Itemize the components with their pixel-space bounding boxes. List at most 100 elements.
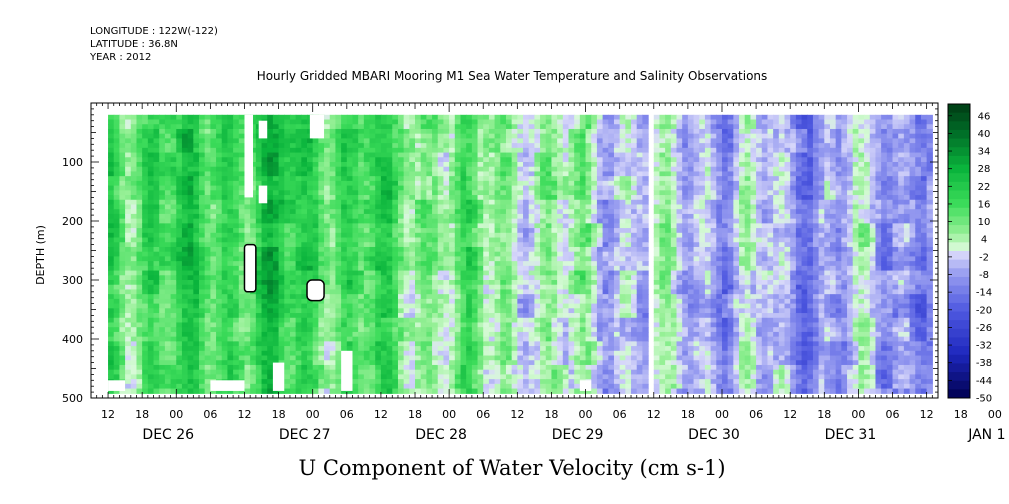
heatmap-cell [318,327,325,333]
heatmap-cell [574,128,581,135]
heatmap-cell [505,232,513,239]
heatmap-cell [329,355,337,361]
heatmap-cell [176,152,183,158]
heatmap-cell [136,232,143,239]
heatmap-cell [255,237,263,243]
heatmap-cell [136,209,143,215]
heatmap-cell [562,176,570,182]
heatmap-cell [505,294,513,300]
heatmap-cell [568,379,575,385]
heatmap-cell [352,364,359,371]
heatmap-cell [443,218,450,224]
heatmap-cell [238,331,246,338]
heatmap-cell [511,275,518,281]
heatmap-cell [221,388,229,394]
heatmap-cell [284,383,291,390]
heatmap-cell [170,152,177,158]
heatmap-cell [551,350,558,357]
heatmap-cell [216,124,223,130]
heatmap-cell [363,294,371,300]
heatmap-cell [443,364,450,371]
heatmap-cell [500,360,507,366]
heatmap-cell [460,162,467,168]
heatmap-cell [261,360,268,366]
heatmap-cell [358,171,365,177]
heatmap-cell [255,331,263,338]
heatmap-cell [284,355,291,361]
heatmap-cell [210,261,217,267]
heatmap-cell [170,124,177,130]
heatmap-cell [449,364,456,371]
heatmap-cell [346,209,354,215]
heatmap-cell [329,133,337,139]
heatmap-cell [523,152,530,158]
heatmap-cell [329,289,337,295]
heatmap-cell [335,303,342,309]
heatmap-cell [307,143,314,149]
heatmap-cell [113,114,121,121]
heatmap-cell [380,327,388,333]
heatmap-cell [528,171,535,177]
heatmap-cell [119,331,126,338]
heatmap-cell [199,317,206,324]
heatmap-cell [585,284,592,291]
heatmap-cell [346,114,354,121]
heatmap-cell [540,119,547,125]
heatmap-cell [142,341,149,347]
heatmap-cell [403,379,410,385]
heatmap-cell [238,176,246,182]
heatmap-cell [301,270,308,276]
heatmap-cell [511,327,518,333]
heatmap-cell [153,313,160,319]
heatmap-cell [324,364,331,371]
heatmap-cell [568,284,575,291]
heatmap-cell [432,147,439,154]
heatmap-cell [216,223,223,229]
heatmap-cell [477,265,484,272]
heatmap-cell [233,298,240,305]
heatmap-cell [363,313,371,319]
heatmap-cell [420,360,427,366]
heatmap-cell [227,270,234,276]
heatmap-cell [380,280,388,286]
heatmap-cell [380,185,388,191]
heatmap-cell [443,190,450,196]
heatmap-cell [415,232,422,239]
heatmap-cell [477,322,484,328]
heatmap-cell [397,138,405,144]
heatmap-cell [403,374,410,380]
heatmap-cell [415,341,422,347]
heatmap-cell [159,303,166,309]
heatmap-cell [295,190,302,196]
heatmap-cell [284,180,291,187]
heatmap-cell [568,171,575,177]
heatmap-cell [420,176,427,182]
heatmap-cell [449,284,456,291]
heatmap-cell [312,369,319,375]
heatmap-cell [426,298,433,305]
heatmap-cell [329,143,337,149]
heatmap-cell [420,147,427,154]
heatmap-cell [420,294,427,300]
heatmap-cell [221,180,229,187]
heatmap-cell [363,223,371,229]
heatmap-cell [216,199,223,206]
heatmap-cell [352,369,359,375]
heatmap-cell [511,162,518,168]
heatmap-cell [352,128,359,135]
heatmap-cell [307,379,314,385]
heatmap-cell [454,242,462,248]
heatmap-cell [181,228,189,234]
heatmap-cell [574,298,581,305]
heatmap-cell [170,162,177,168]
heatmap-cell [534,232,541,239]
heatmap-cell [210,209,217,215]
heatmap-cell [318,166,325,173]
heatmap-cell [108,265,115,272]
heatmap-cell [500,364,507,371]
heatmap-cell [108,360,115,366]
heatmap-cell [426,237,433,243]
heatmap-cell [551,275,558,281]
heatmap-cell [176,331,183,338]
heatmap-cell [579,204,587,210]
